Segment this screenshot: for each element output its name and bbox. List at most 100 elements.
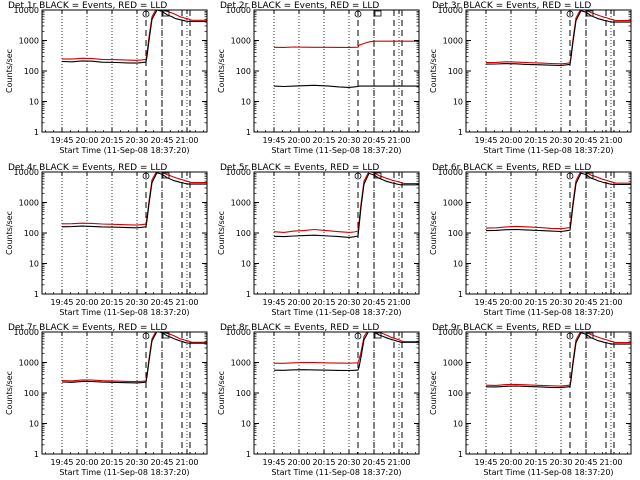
y-axis-label: Counts/sec (217, 371, 226, 415)
x-tick-label: 20:15 (524, 298, 547, 307)
y-tick-label: 1000 (19, 199, 39, 208)
x-tick-label: 20:30 (549, 458, 572, 467)
series-group (485, 332, 631, 389)
x-tick-label: 20:15 (312, 458, 335, 467)
series-line-events (61, 332, 207, 384)
x-axis-label: Start Time (11-Sep-08 18:37:20) (59, 146, 189, 155)
series-line-lld (61, 10, 207, 61)
attenuator-marker-circle (566, 172, 574, 180)
series-group (485, 172, 631, 233)
x-tick-label: 20:00 (287, 298, 310, 307)
x-tick-label: 21:00 (175, 298, 198, 307)
x-tick-label: 21:00 (175, 458, 198, 467)
y-tick-label: 10 (453, 98, 463, 107)
y-tick-label: 1 (458, 128, 463, 137)
x-axis-label: Start Time (11-Sep-08 18:37:20) (59, 468, 189, 477)
y-tick-label: 10000 (226, 6, 251, 15)
series-group (273, 172, 419, 238)
x-tick-label: 20:15 (100, 136, 123, 145)
x-tick-label: 20:30 (337, 136, 360, 145)
attenuator-marker-square (586, 10, 594, 17)
y-axis-label: Counts/sec (5, 211, 14, 255)
attenuator-marker-square (162, 10, 170, 17)
x-tick-label: 20:00 (75, 298, 98, 307)
y-axis-label: Counts/sec (217, 211, 226, 255)
y-tick-label: 10000 (226, 168, 251, 177)
series-line-lld (273, 40, 419, 48)
x-axis-label: Start Time (11-Sep-08 18:37:20) (59, 308, 189, 317)
series-group (273, 332, 419, 372)
y-axis-label: Counts/sec (5, 49, 14, 93)
chart-title: Det 9r BLACK = Events, RED = LLD (432, 323, 591, 333)
y-tick-label: 1 (246, 290, 251, 299)
y-tick-label: 100 (448, 67, 463, 76)
y-tick-label: 100 (448, 229, 463, 238)
x-tick-label: 20:30 (337, 298, 360, 307)
series-line-lld (61, 332, 207, 383)
x-tick-label: 20:00 (287, 136, 310, 145)
y-tick-label: 1 (246, 450, 251, 459)
attenuator-marker-circle (142, 10, 150, 18)
y-tick-label: 10 (29, 98, 39, 107)
x-tick-label: 20:45 (574, 298, 597, 307)
x-tick-label: 20:45 (150, 136, 173, 145)
x-tick-label: 19:45 (262, 458, 285, 467)
attenuator-marker-circle (566, 10, 574, 18)
chart-title: Det 1r BLACK = Events, RED = LLD (8, 1, 167, 11)
chart-panel-9: Det 9r BLACK = Events, RED = LLD 1 10 100 10… (429, 323, 632, 477)
series-group (61, 172, 207, 229)
y-tick-label: 1000 (443, 37, 463, 46)
y-tick-label: 10 (241, 420, 251, 429)
x-tick-label: 20:45 (362, 136, 385, 145)
y-tick-label: 1 (246, 128, 251, 137)
series-line-lld (273, 332, 419, 364)
x-tick-label: 20:30 (125, 298, 148, 307)
x-tick-label: 21:00 (387, 458, 410, 467)
x-tick-label: 20:00 (499, 136, 522, 145)
x-tick-label: 19:45 (474, 298, 497, 307)
attenuator-marker-square (374, 172, 382, 179)
y-tick-label: 10000 (438, 168, 463, 177)
chart-panel-6: Det 6r BLACK = Events, RED = LLD 1 10 100 10… (429, 163, 632, 317)
y-tick-label: 1000 (231, 199, 251, 208)
attenuator-marker-square (586, 172, 594, 179)
x-tick-label: 20:15 (312, 136, 335, 145)
x-tick-label: 20:15 (524, 458, 547, 467)
chart-title: Det 2r BLACK = Events, RED = LLD (220, 1, 379, 11)
chart-title: Det 4r BLACK = Events, RED = LLD (8, 163, 167, 173)
y-tick-label: 1 (458, 290, 463, 299)
attenuator-marker-square (162, 172, 170, 179)
y-tick-label: 100 (236, 389, 251, 398)
attenuator-marker-square (162, 332, 170, 339)
x-tick-label: 21:00 (387, 298, 410, 307)
y-tick-label: 1 (34, 450, 39, 459)
chart-panel-3: Det 3r BLACK = Events, RED = LLD 1 10 100 10… (429, 1, 632, 155)
series-line-lld (273, 172, 419, 233)
x-tick-label: 19:45 (50, 136, 73, 145)
x-tick-label: 21:00 (599, 298, 622, 307)
x-axis-label: Start Time (11-Sep-08 18:37:20) (483, 468, 613, 477)
x-tick-label: 19:45 (50, 458, 73, 467)
x-tick-label: 21:00 (387, 136, 410, 145)
x-tick-label: 20:00 (499, 298, 522, 307)
x-tick-label: 20:45 (574, 458, 597, 467)
chart-panel-4: Det 4r BLACK = Events, RED = LLD 1 10 100 10… (5, 163, 208, 317)
y-tick-label: 1000 (443, 199, 463, 208)
x-tick-label: 20:15 (100, 298, 123, 307)
y-axis-label: Counts/sec (5, 371, 14, 415)
x-tick-label: 20:15 (312, 298, 335, 307)
chart-panel-2: Det 2r BLACK = Events, RED = LLD 1 10 100 10… (217, 1, 420, 155)
y-tick-label: 1000 (231, 37, 251, 46)
y-tick-label: 100 (24, 67, 39, 76)
x-tick-label: 19:45 (262, 136, 285, 145)
attenuator-marker-circle (566, 332, 574, 340)
attenuator-marker-circle (354, 172, 362, 180)
series-line-events (273, 332, 419, 372)
attenuator-marker-circle (142, 332, 150, 340)
y-tick-label: 10 (453, 420, 463, 429)
y-tick-label: 100 (236, 229, 251, 238)
y-axis-label: Counts/sec (429, 371, 438, 415)
y-axis-label: Counts/sec (429, 49, 438, 93)
x-tick-label: 20:30 (125, 458, 148, 467)
